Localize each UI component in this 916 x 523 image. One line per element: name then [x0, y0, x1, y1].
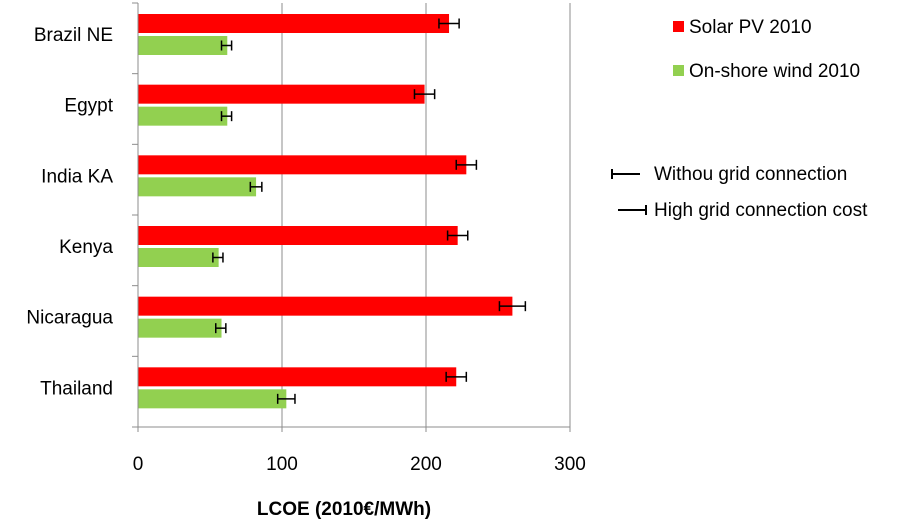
legend-swatch: [673, 21, 684, 32]
axes: 0 100 200 300 Brazil NE Egypt India KA Kenya Nic…: [26, 2, 586, 475]
bar-wind: [138, 248, 219, 267]
x-tick-label: 0: [133, 454, 144, 475]
legend-errorbar-label: Withou grid connection: [654, 164, 847, 185]
y-category-label: Nicaragua: [26, 308, 113, 329]
bars: [138, 14, 527, 409]
y-category-label: India KA: [41, 166, 113, 187]
y-category-label: Egypt: [64, 96, 113, 117]
legend-errorbar-label: High grid connection cost: [654, 200, 868, 221]
bar-solar: [138, 226, 458, 245]
legend-swatch: [673, 65, 684, 76]
y-category-label: Brazil NE: [34, 25, 113, 46]
legend: Solar PV 2010 On-shore wind 2010 Withou gr…: [611, 17, 868, 221]
bar-wind: [138, 36, 228, 55]
bar-wind: [138, 106, 228, 126]
bar-wind: [138, 318, 222, 338]
x-axis-title: LCOE (2010€/MWh): [257, 499, 431, 520]
legend-label: Solar PV 2010: [689, 17, 812, 38]
x-tick-label: 300: [554, 454, 586, 475]
y-category-label: Kenya: [59, 237, 113, 258]
bar-solar: [138, 14, 450, 33]
bar-solar: [138, 155, 467, 175]
bar-solar: [138, 367, 457, 387]
bar-solar: [138, 84, 425, 104]
gridlines: [281, 3, 571, 427]
bar-wind: [138, 389, 287, 409]
legend-label: On-shore wind 2010: [689, 61, 860, 82]
x-tick-label: 200: [410, 454, 442, 475]
x-tick-label: 100: [266, 454, 298, 475]
bar-solar: [138, 296, 513, 316]
y-category-label: Thailand: [40, 378, 113, 399]
bar-wind: [138, 177, 257, 197]
